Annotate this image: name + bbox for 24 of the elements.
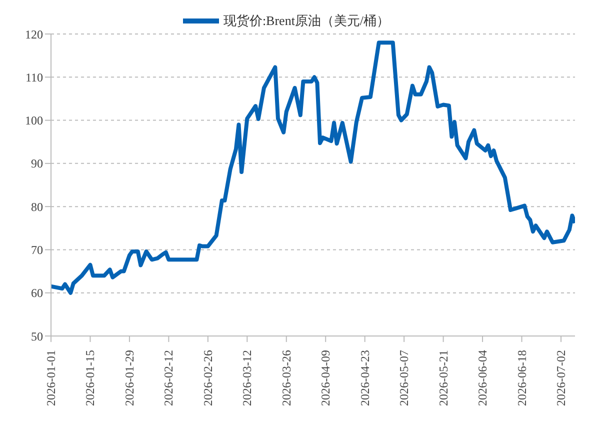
x-tick-label: 2026-01-01 (44, 350, 58, 406)
x-tick-label: 2026-01-29 (122, 350, 136, 406)
y-tick-label: 110 (25, 70, 43, 84)
y-tick-label: 70 (31, 242, 43, 257)
y-tick-label: 120 (25, 27, 43, 42)
x-tick-label: 2026-06-04 (476, 350, 490, 406)
x-tick-label: 2026-03-26 (279, 350, 294, 406)
x-tick-label: 2026-02-26 (200, 350, 215, 406)
y-tick-label: 80 (31, 200, 43, 214)
x-tick-label: 2026-01-15 (83, 350, 98, 406)
legend-label: 现货价:Brent原油（美元/桶） (223, 12, 390, 30)
x-tick-label: 2026-06-18 (514, 350, 529, 406)
y-tick-label: 50 (31, 329, 43, 344)
x-tick-label: 2026-04-09 (318, 350, 333, 406)
x-tick-label: 2026-05-21 (436, 350, 450, 406)
x-tick-label: 2026-02-12 (162, 350, 176, 406)
x-tick-label: 2026-03-12 (240, 350, 254, 406)
x-tick-label: 2026-04-23 (358, 350, 372, 406)
x-tick-label: 2026-07-02 (554, 350, 568, 406)
line-series (51, 40, 575, 295)
x-tick-label: 2026-05-07 (397, 350, 412, 406)
y-tick-label: 100 (25, 114, 43, 128)
y-tick-label: 90 (31, 156, 43, 171)
y-tick-label: 60 (31, 286, 43, 300)
